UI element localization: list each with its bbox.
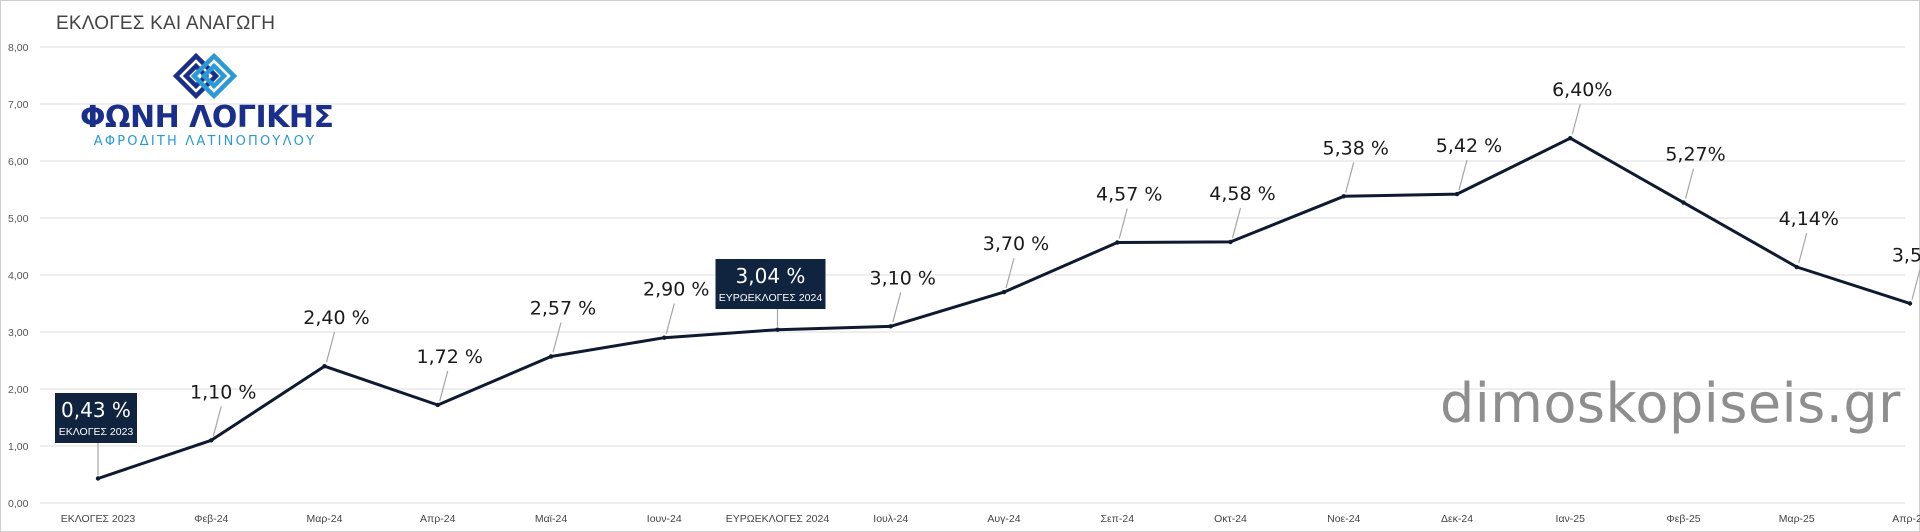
leader-line [552, 322, 562, 353]
y-tick-label: 2,00 [8, 384, 29, 396]
data-point [888, 324, 893, 329]
x-tick-label: Μαρ-25 [1779, 513, 1815, 525]
x-tick-label: Νοε-24 [1327, 513, 1360, 525]
x-tick-label: Σεπ-24 [1100, 513, 1134, 525]
data-label: 5,42 % [1436, 135, 1502, 157]
x-tick-label: Φεβ-24 [194, 513, 228, 525]
x-tick-label: Απρ-24 [420, 513, 456, 525]
data-point [322, 364, 327, 369]
data-point [95, 476, 101, 481]
y-tick-label: 6,00 [8, 156, 29, 168]
x-tick-label: Οκτ-24 [1214, 513, 1247, 525]
x-tick-label: Ιουλ-24 [873, 513, 908, 525]
highlight-value-label: 3,04 % [736, 264, 806, 288]
data-point [1454, 191, 1460, 197]
watermark: dimoskopiseis.gr [1440, 372, 1901, 435]
highlight-sublabel: ΕΚΛΟΓΕΣ 2023 [59, 426, 134, 438]
leader-line [1005, 257, 1015, 289]
leader-line [1798, 232, 1808, 264]
data-point [1681, 200, 1686, 205]
leader-line [1684, 168, 1695, 199]
data-label: 1,10 % [190, 381, 256, 403]
highlight-box [55, 393, 137, 443]
data-label: 2,90 % [643, 279, 709, 301]
y-tick-label: 0,00 [8, 498, 29, 510]
leader-line [1458, 159, 1468, 191]
data-point [435, 402, 440, 408]
x-tick-label: Αυγ-24 [987, 513, 1020, 525]
x-tick-label: ΕΚΛΟΓΕΣ 2023 [61, 513, 136, 525]
leader-line [1231, 207, 1242, 239]
y-tick-label: 5,00 [8, 213, 29, 225]
highlight-value-label: 0,43 % [61, 398, 131, 422]
data-point [1907, 301, 1913, 306]
data-point [1228, 239, 1233, 245]
data-point [1001, 289, 1007, 295]
data-point [775, 327, 780, 332]
y-tick-label: 1,00 [8, 441, 29, 453]
leader-line [212, 406, 222, 437]
diamond-logo-icon [172, 52, 238, 100]
highlight-box [715, 259, 826, 309]
party-logo: ΦΩΝΗ ΛΟΓΙΚΗΣ ΑΦΡΟΔΙΤΗ ΛΑΤΙΝΟΠΟΥΛΟΥ [80, 52, 334, 150]
data-label: 1,72 % [417, 346, 483, 368]
data-label: 2,40 % [303, 307, 369, 329]
x-tick-label: Φεβ-25 [1666, 513, 1700, 525]
data-point [1341, 194, 1346, 199]
x-tick-label: Μαϊ-24 [535, 513, 567, 525]
data-label: 4,58 % [1209, 183, 1275, 205]
highlight-sublabel: ΕΥΡΩΕΚΛΟΓΕΣ 2024 [719, 292, 823, 304]
data-point [548, 354, 554, 359]
logo-name: ΦΩΝΗ ΛΟΓΙΚΗΣ [80, 100, 334, 135]
y-tick-label: 3,00 [8, 327, 29, 339]
data-label: 2,57 % [530, 298, 596, 320]
x-tick-label: Ιαν-25 [1556, 513, 1586, 525]
data-label: 3,50% [1892, 245, 1920, 267]
leader-line [439, 370, 449, 402]
data-label: 5,27% [1665, 144, 1725, 166]
data-point [1568, 136, 1573, 141]
x-tick-label: ΕΥΡΩΕΚΛΟΓΕΣ 2024 [726, 513, 830, 525]
y-tick-label: 7,00 [8, 99, 29, 111]
leader-line [325, 332, 336, 363]
leader-line [1571, 104, 1581, 135]
data-label: 3,10 % [870, 267, 936, 289]
leader-line [1911, 269, 1920, 300]
data-point [1794, 264, 1799, 270]
data-point [1115, 240, 1120, 245]
leader-line [1118, 208, 1128, 239]
data-point [662, 335, 667, 340]
x-tick-label: Απρ-25 [1892, 513, 1920, 525]
y-tick-label: 4,00 [8, 270, 29, 282]
leader-line [892, 292, 902, 323]
data-point [209, 438, 214, 443]
data-label: 4,14% [1779, 208, 1839, 230]
leader-line [1345, 162, 1355, 193]
data-label: 4,57 % [1096, 184, 1162, 206]
data-label: 3,70 % [983, 233, 1049, 255]
data-label: 6,40% [1552, 79, 1612, 101]
data-label: 5,38 % [1323, 137, 1389, 159]
x-tick-label: Μαρ-24 [307, 513, 343, 525]
logo-subtitle: ΑΦΡΟΔΙΤΗ ΛΑΤΙΝΟΠΟΥΛΟΥ [93, 134, 317, 149]
x-tick-label: Δεκ-24 [1441, 513, 1473, 525]
chart-title: ΕΚΛΟΓΕΣ ΚΑΙ ΑΝΑΓΩΓΗ [56, 13, 276, 34]
x-tick-label: Ιουν-24 [647, 513, 682, 525]
y-tick-label: 8,00 [8, 42, 29, 54]
leader-line [665, 303, 675, 334]
